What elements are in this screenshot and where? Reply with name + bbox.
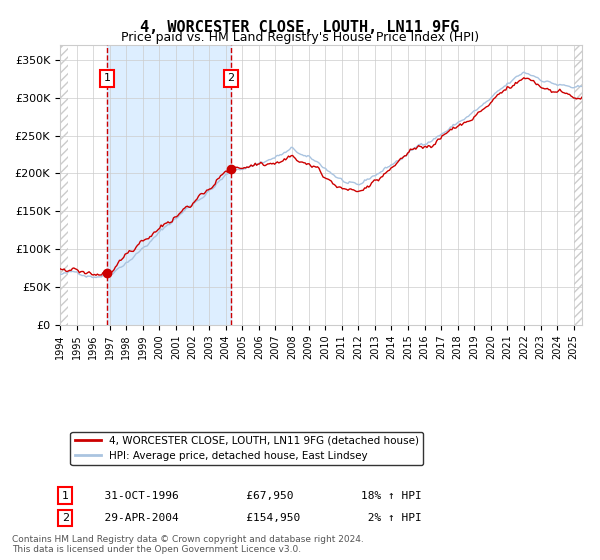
Text: 1: 1 [62,491,69,501]
Text: 31-OCT-1996          £67,950          18% ↑ HPI: 31-OCT-1996 £67,950 18% ↑ HPI [91,491,422,501]
Text: Contains HM Land Registry data © Crown copyright and database right 2024.
This d: Contains HM Land Registry data © Crown c… [12,535,364,554]
Text: Price paid vs. HM Land Registry's House Price Index (HPI): Price paid vs. HM Land Registry's House … [121,31,479,44]
Text: 2: 2 [227,73,235,83]
Bar [60,45,68,325]
Text: 4, WORCESTER CLOSE, LOUTH, LN11 9FG: 4, WORCESTER CLOSE, LOUTH, LN11 9FG [140,20,460,35]
Bar [574,45,590,325]
Bar [107,45,231,325]
Text: 29-APR-2004          £154,950          2% ↑ HPI: 29-APR-2004 £154,950 2% ↑ HPI [91,513,422,523]
Text: 2: 2 [62,513,69,523]
Legend: 4, WORCESTER CLOSE, LOUTH, LN11 9FG (detached house), HPI: Average price, detach: 4, WORCESTER CLOSE, LOUTH, LN11 9FG (det… [70,432,423,465]
Text: 1: 1 [103,73,110,83]
